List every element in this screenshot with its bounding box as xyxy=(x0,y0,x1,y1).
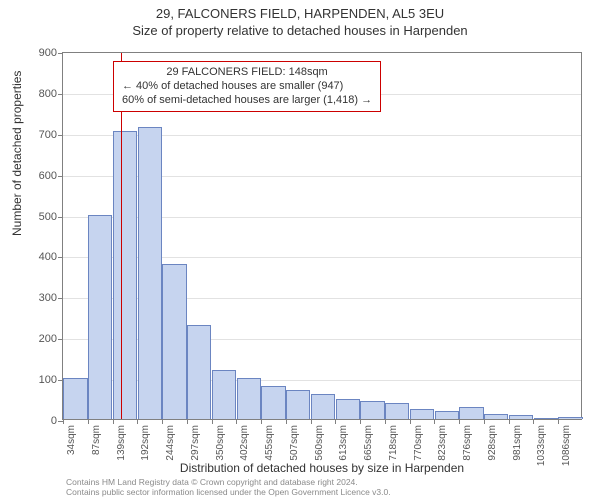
x-tick-label: 244sqm xyxy=(165,425,176,461)
y-tick-label: 600 xyxy=(39,170,63,182)
y-tick-label: 0 xyxy=(51,415,63,427)
x-tick xyxy=(212,419,213,424)
attribution-text: Contains HM Land Registry data © Crown c… xyxy=(66,478,391,498)
x-tick xyxy=(459,419,460,424)
x-tick-label: 139sqm xyxy=(116,425,127,461)
x-tick xyxy=(335,419,336,424)
x-tick-label: 350sqm xyxy=(215,425,226,461)
x-tick-label: 1086sqm xyxy=(561,425,572,466)
x-tick xyxy=(509,419,510,424)
y-tick-label: 500 xyxy=(39,211,63,223)
x-tick-label: 507sqm xyxy=(289,425,300,461)
x-tick-label: 928sqm xyxy=(487,425,498,461)
x-tick xyxy=(385,419,386,424)
annotation-box: 29 FALCONERS FIELD: 148sqm← 40% of detac… xyxy=(113,61,381,112)
x-tick-label: 192sqm xyxy=(140,425,151,461)
histogram-bar xyxy=(286,390,310,419)
x-tick-label: 665sqm xyxy=(363,425,374,461)
histogram-bar xyxy=(187,325,211,419)
x-tick xyxy=(162,419,163,424)
x-tick-label: 34sqm xyxy=(66,425,77,455)
x-tick-label: 823sqm xyxy=(437,425,448,461)
x-tick-label: 876sqm xyxy=(462,425,473,461)
x-tick xyxy=(558,419,559,424)
histogram-bar xyxy=(88,215,112,419)
histogram-bar xyxy=(360,401,384,419)
histogram-bar xyxy=(459,407,483,419)
page-title-line1: 29, FALCONERS FIELD, HARPENDEN, AL5 3EU xyxy=(0,0,600,21)
histogram-bar xyxy=(212,370,236,419)
y-tick-label: 900 xyxy=(39,47,63,59)
x-tick xyxy=(360,419,361,424)
x-tick xyxy=(311,419,312,424)
x-tick-label: 87sqm xyxy=(91,425,102,455)
y-tick-label: 200 xyxy=(39,333,63,345)
x-tick xyxy=(187,419,188,424)
annotation-line: 60% of semi-detached houses are larger (… xyxy=(122,94,372,108)
histogram-bar xyxy=(558,417,582,419)
x-tick xyxy=(484,419,485,424)
x-tick-label: 981sqm xyxy=(512,425,523,461)
plot-area: 010020030040050060070080090034sqm87sqm13… xyxy=(62,52,582,420)
histogram-bar xyxy=(311,394,335,419)
histogram-bar xyxy=(484,414,508,419)
y-tick-label: 100 xyxy=(39,374,63,386)
x-tick xyxy=(261,419,262,424)
x-axis-label: Distribution of detached houses by size … xyxy=(62,461,582,475)
y-tick-label: 300 xyxy=(39,292,63,304)
histogram-bar xyxy=(261,386,285,419)
y-tick-label: 700 xyxy=(39,129,63,141)
y-tick-label: 400 xyxy=(39,251,63,263)
x-tick-label: 770sqm xyxy=(413,425,424,461)
histogram-bar xyxy=(410,409,434,419)
histogram-bar xyxy=(509,415,533,419)
page-title-line2: Size of property relative to detached ho… xyxy=(0,21,600,38)
x-tick xyxy=(533,419,534,424)
histogram-chart: 010020030040050060070080090034sqm87sqm13… xyxy=(62,52,582,420)
x-tick-label: 402sqm xyxy=(239,425,250,461)
histogram-bar xyxy=(336,399,360,419)
x-tick-label: 455sqm xyxy=(264,425,275,461)
x-tick-label: 718sqm xyxy=(388,425,399,461)
histogram-bar xyxy=(435,411,459,419)
x-tick xyxy=(434,419,435,424)
x-tick xyxy=(113,419,114,424)
attribution-line2: Contains public sector information licen… xyxy=(66,488,391,498)
x-tick xyxy=(286,419,287,424)
x-tick xyxy=(88,419,89,424)
x-tick xyxy=(236,419,237,424)
y-tick-label: 800 xyxy=(39,88,63,100)
histogram-bar xyxy=(63,378,87,419)
x-tick-label: 297sqm xyxy=(190,425,201,461)
x-tick xyxy=(137,419,138,424)
histogram-bar xyxy=(534,418,558,419)
y-axis-label: Number of detached properties xyxy=(10,71,24,236)
annotation-line: ← 40% of detached houses are smaller (94… xyxy=(122,80,372,94)
histogram-bar xyxy=(138,127,162,419)
histogram-bar xyxy=(237,378,261,419)
annotation-line: 29 FALCONERS FIELD: 148sqm xyxy=(122,66,372,80)
histogram-bar xyxy=(162,264,186,419)
x-tick-label: 560sqm xyxy=(314,425,325,461)
histogram-bar xyxy=(113,131,137,419)
x-tick-label: 1033sqm xyxy=(536,425,547,466)
x-tick xyxy=(410,419,411,424)
x-tick xyxy=(63,419,64,424)
histogram-bar xyxy=(385,403,409,419)
x-tick-label: 613sqm xyxy=(338,425,349,461)
